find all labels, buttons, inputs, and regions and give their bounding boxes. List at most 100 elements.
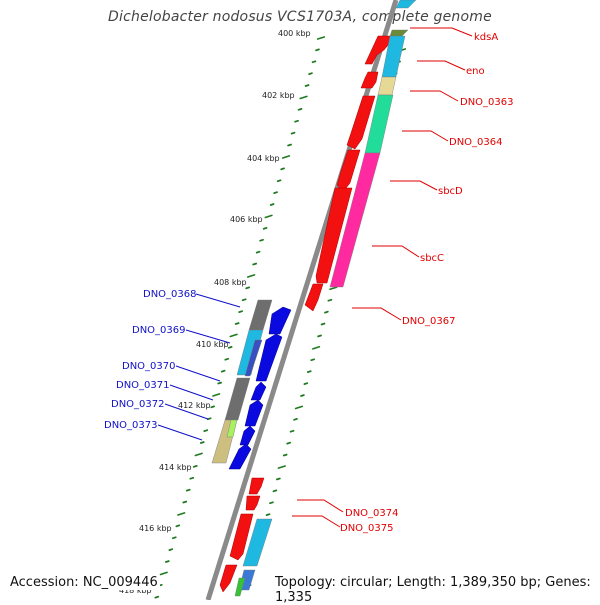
ruler-label: 400 kbp xyxy=(278,29,311,38)
tick-mark xyxy=(290,131,296,135)
tick-mark xyxy=(282,453,288,457)
gene-label-dno-0375[interactable]: DNO_0375 xyxy=(340,523,394,534)
tick-mark xyxy=(264,214,273,219)
tick-mark xyxy=(277,465,286,469)
tick-mark xyxy=(317,334,322,338)
tick-mark xyxy=(234,322,240,325)
ruler-label: 410 kbp xyxy=(196,340,229,349)
tick-mark xyxy=(272,489,278,493)
cog-block xyxy=(244,339,263,377)
tick-mark xyxy=(168,548,174,551)
tick-mark xyxy=(308,72,313,75)
forward-label-leaders xyxy=(292,27,473,528)
gene-label-dno-0364[interactable]: DNO_0364 xyxy=(449,137,503,148)
gene-label-dno-0363[interactable]: DNO_0363 xyxy=(460,97,514,108)
reverse-label-leaders xyxy=(157,293,241,441)
tick-mark xyxy=(306,370,312,374)
cog-block xyxy=(234,577,246,597)
tick-mark xyxy=(252,262,258,266)
ruler-label: 404 kbp xyxy=(247,154,280,163)
tick-mark xyxy=(311,345,321,350)
tick-mark xyxy=(255,250,261,254)
cds-arrow xyxy=(268,306,292,335)
tick-mark xyxy=(276,179,282,183)
tick-mark xyxy=(238,310,244,314)
tick-mark xyxy=(300,394,305,397)
gene-label-dno-0369[interactable]: DNO_0369 xyxy=(132,325,186,336)
cds-arrow xyxy=(244,399,264,427)
tick-mark xyxy=(224,357,230,361)
ruler-label: 412 kbp xyxy=(178,401,211,410)
cds-arrow xyxy=(239,425,256,446)
tick-mark xyxy=(262,226,268,230)
ruler-label: 418 kbp xyxy=(119,586,152,595)
gene-label-dno-0372[interactable]: DNO_0372 xyxy=(111,399,165,410)
tick-mark xyxy=(280,167,285,171)
tick-mark xyxy=(316,36,326,40)
tick-mark xyxy=(320,322,326,326)
tick-mark xyxy=(287,143,292,147)
tick-mark xyxy=(327,298,333,302)
tick-mark xyxy=(177,512,186,516)
tick-mark xyxy=(286,441,292,445)
gene-label-eno[interactable]: eno xyxy=(466,66,485,77)
tick-mark xyxy=(269,501,274,505)
tick-mark xyxy=(194,452,203,457)
cog-block xyxy=(248,299,273,331)
tick-mark xyxy=(297,108,303,111)
cog-block xyxy=(329,152,381,288)
cog-block xyxy=(377,76,397,96)
tick-mark xyxy=(192,464,198,468)
gene-label-dno-0371[interactable]: DNO_0371 xyxy=(116,380,170,391)
tick-mark xyxy=(293,417,298,421)
tick-mark xyxy=(206,417,212,421)
cog-block xyxy=(224,377,251,421)
tick-mark xyxy=(310,358,316,362)
ruler-label: 414 kbp xyxy=(159,463,192,472)
tick-mark xyxy=(315,48,320,52)
cds-arrow xyxy=(304,283,324,312)
accession-text: Accession: NC_009446 xyxy=(8,575,160,590)
cds-arrow xyxy=(219,564,238,593)
cog-block xyxy=(242,518,273,567)
gene-label-dno-0368[interactable]: DNO_0368 xyxy=(143,289,197,300)
ruler-label: 416 kbp xyxy=(139,524,172,533)
tick-mark xyxy=(159,571,168,576)
tick-mark xyxy=(182,500,188,504)
tick-mark xyxy=(294,119,299,123)
tick-mark xyxy=(289,429,295,433)
tick-mark xyxy=(294,405,304,410)
map-title: Dichelobacter nodosus VCS1703A, complete… xyxy=(108,9,492,25)
tick-mark xyxy=(265,513,271,516)
tick-mark xyxy=(299,95,308,100)
tick-mark xyxy=(273,191,278,195)
tick-mark xyxy=(217,381,223,385)
tick-mark xyxy=(171,536,177,540)
gene-label-dno-0367[interactable]: DNO_0367 xyxy=(402,316,456,327)
cog-block xyxy=(389,29,409,37)
gene-label-sbcC[interactable]: sbcC xyxy=(420,253,444,264)
tick-mark xyxy=(154,595,160,599)
gene-label-sbcD[interactable]: sbcD xyxy=(438,186,463,197)
tick-mark xyxy=(203,429,209,433)
cds-arrow xyxy=(255,333,283,382)
cds-arrow xyxy=(245,495,261,511)
tick-mark xyxy=(210,405,216,409)
gene-label-dno-0374[interactable]: DNO_0374 xyxy=(345,508,399,519)
outer-tick-ring xyxy=(154,36,326,599)
gene-label-kdsA[interactable]: kdsA xyxy=(474,32,498,43)
tick-mark xyxy=(241,298,247,302)
tick-mark xyxy=(275,477,281,481)
tick-mark xyxy=(304,84,310,87)
tick-mark xyxy=(220,369,226,373)
cds-arrow xyxy=(360,71,379,89)
gene-label-dno-0370[interactable]: DNO_0370 xyxy=(122,361,176,372)
forward-cog-track xyxy=(234,0,417,597)
topology-text: Topology: circular; Length: 1,389,350 bp… xyxy=(273,575,600,605)
gene-label-dno-0373[interactable]: DNO_0373 xyxy=(104,420,158,431)
tick-mark xyxy=(329,286,338,291)
tick-mark xyxy=(247,274,256,278)
tick-mark xyxy=(175,524,181,528)
